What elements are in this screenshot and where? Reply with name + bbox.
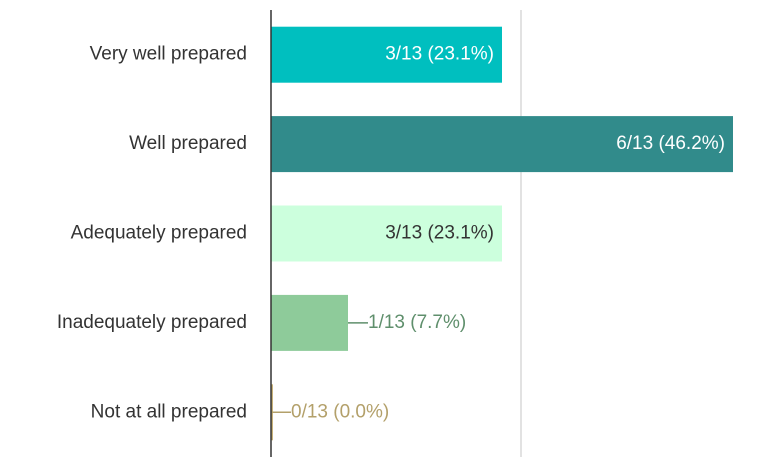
y-tick-label: Adequately prepared <box>71 223 247 244</box>
y-tick-label: Very well prepared <box>90 44 247 65</box>
bar <box>271 26 502 83</box>
bar <box>271 116 733 173</box>
value-label: 0/13 (0.0%) <box>291 401 389 422</box>
y-tick-label: Not at all prepared <box>91 401 247 422</box>
y-tick-label: Inadequately prepared <box>57 312 247 333</box>
bar <box>271 294 348 351</box>
value-label: 1/13 (7.7%) <box>368 312 466 333</box>
value-label: 3/13 (23.1%) <box>385 223 494 244</box>
value-label: 6/13 (46.2%) <box>616 133 725 154</box>
y-tick-label: Well prepared <box>129 133 247 154</box>
bar <box>271 205 502 262</box>
value-label: 3/13 (23.1%) <box>385 44 494 65</box>
